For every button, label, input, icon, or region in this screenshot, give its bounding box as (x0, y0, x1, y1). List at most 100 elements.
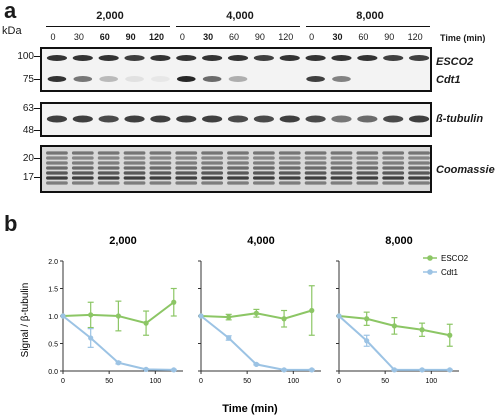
point-esco2 (391, 323, 397, 329)
coomassie-band (356, 151, 379, 155)
coomassie-band (175, 151, 198, 155)
label-beta-tubulin: ß-tubulin (436, 113, 484, 125)
band-beta-tubulin (253, 115, 274, 123)
band-esco2 (408, 55, 430, 61)
group-label-2000: 2,000 (96, 10, 124, 22)
coomassie-band (356, 181, 379, 185)
coomassie-band (201, 181, 223, 185)
coomassie-band (278, 166, 301, 170)
point-esco2 (447, 332, 453, 338)
coomassie-band (123, 166, 146, 170)
coomassie-band (227, 161, 249, 165)
coomassie-band (253, 156, 275, 160)
chart-panel: 4,000 0 50 100 (198, 235, 321, 385)
coomassie-band (71, 151, 94, 155)
coomassie-band (408, 166, 430, 170)
band-esco2 (202, 55, 223, 61)
coomassie-band (304, 151, 327, 155)
time-point-label: 120 (407, 32, 423, 42)
x-tick-label: 0 (337, 378, 341, 385)
point-cdt1 (88, 335, 94, 341)
coomassie-band (97, 181, 120, 185)
coomassie-band (71, 181, 94, 185)
band-beta-tubulin (46, 115, 68, 123)
coomassie-band (46, 161, 68, 165)
time-point-label: 60 (99, 32, 110, 42)
band-esco2 (150, 55, 171, 61)
coomassie-band (278, 171, 301, 175)
marker-63: 63 (22, 103, 34, 114)
blot-coomassie (40, 145, 432, 193)
coomassie-band (46, 156, 68, 160)
coomassie-band (382, 181, 405, 185)
band-beta-tubulin (357, 115, 378, 123)
coomassie-band (330, 176, 353, 180)
band-cdt1 (73, 76, 93, 82)
marker-100-tick (34, 56, 40, 57)
band-cdt1 (332, 76, 351, 82)
label-coomassie: Coomassie (436, 164, 495, 176)
time-point-label: 60 (229, 32, 240, 42)
chart-panel: 8,000 0 50 100 (336, 235, 459, 385)
point-cdt1 (60, 313, 66, 319)
time-point-label: 90 (254, 32, 265, 42)
coomassie-band (304, 161, 327, 165)
coomassie-band (71, 161, 94, 165)
coomassie-band (71, 176, 94, 180)
coomassie-band (149, 171, 172, 175)
coomassie-band (408, 151, 430, 155)
band-esco2 (72, 55, 93, 61)
band-esco2 (305, 55, 326, 61)
band-cdt1 (125, 76, 144, 82)
band-cdt1 (202, 76, 222, 82)
time-point-label: 30 (332, 32, 343, 42)
coomassie-band (46, 181, 68, 185)
coomassie-band (330, 151, 353, 155)
coomassie-band (330, 181, 353, 185)
coomassie-band (97, 176, 120, 180)
point-cdt1 (447, 367, 453, 373)
coomassie-band (330, 161, 353, 165)
label-esco2: ESCO2 (436, 56, 474, 68)
group-label-4000: 4,000 (226, 10, 254, 22)
coomassie-band (46, 171, 68, 175)
coomassie-band (227, 171, 249, 175)
point-cdt1 (143, 366, 149, 372)
marker-75-tick (34, 79, 40, 80)
band-beta-tubulin (72, 115, 93, 123)
band-beta-tubulin (331, 115, 352, 123)
marker-100: 100 (17, 51, 34, 62)
coomassie-band (278, 156, 301, 160)
time-point-label: 60 (358, 32, 369, 42)
band-beta-tubulin (98, 115, 119, 123)
point-esco2 (281, 316, 287, 322)
coomassie-band (227, 151, 249, 155)
chart-panel: 2,000 0.0 0.5 1.0 1.5 2.0 0 50 100 (48, 235, 183, 385)
y-tick-label: 1.5 (48, 287, 58, 294)
x-tick-label: 0 (61, 378, 65, 385)
band-esco2 (46, 55, 68, 61)
blot-esco2-cdt1-bands (46, 55, 430, 82)
y-tick-label: 2.0 (48, 259, 58, 266)
point-cdt1 (171, 367, 177, 373)
coomassie-band (304, 171, 327, 175)
band-beta-tubulin (124, 115, 145, 123)
point-cdt1 (419, 367, 425, 373)
legend-cdt1-marker (427, 269, 433, 275)
band-esco2 (279, 55, 300, 61)
coomassie-band (175, 166, 198, 170)
band-cdt1 (151, 76, 170, 82)
coomassie-band (330, 166, 353, 170)
time-point-label: 0 (179, 32, 185, 42)
point-esco2 (364, 316, 370, 322)
time-axis-label: Time (min) (440, 33, 486, 43)
coomassie-band (253, 176, 275, 180)
point-esco2 (253, 310, 259, 316)
coomassie-band (408, 156, 430, 160)
band-beta-tubulin (176, 115, 197, 123)
point-cdt1 (198, 313, 204, 319)
coomassie-band (304, 176, 327, 180)
coomassie-band (201, 176, 223, 180)
coomassie-band (201, 166, 223, 170)
coomassie-band (71, 156, 94, 160)
